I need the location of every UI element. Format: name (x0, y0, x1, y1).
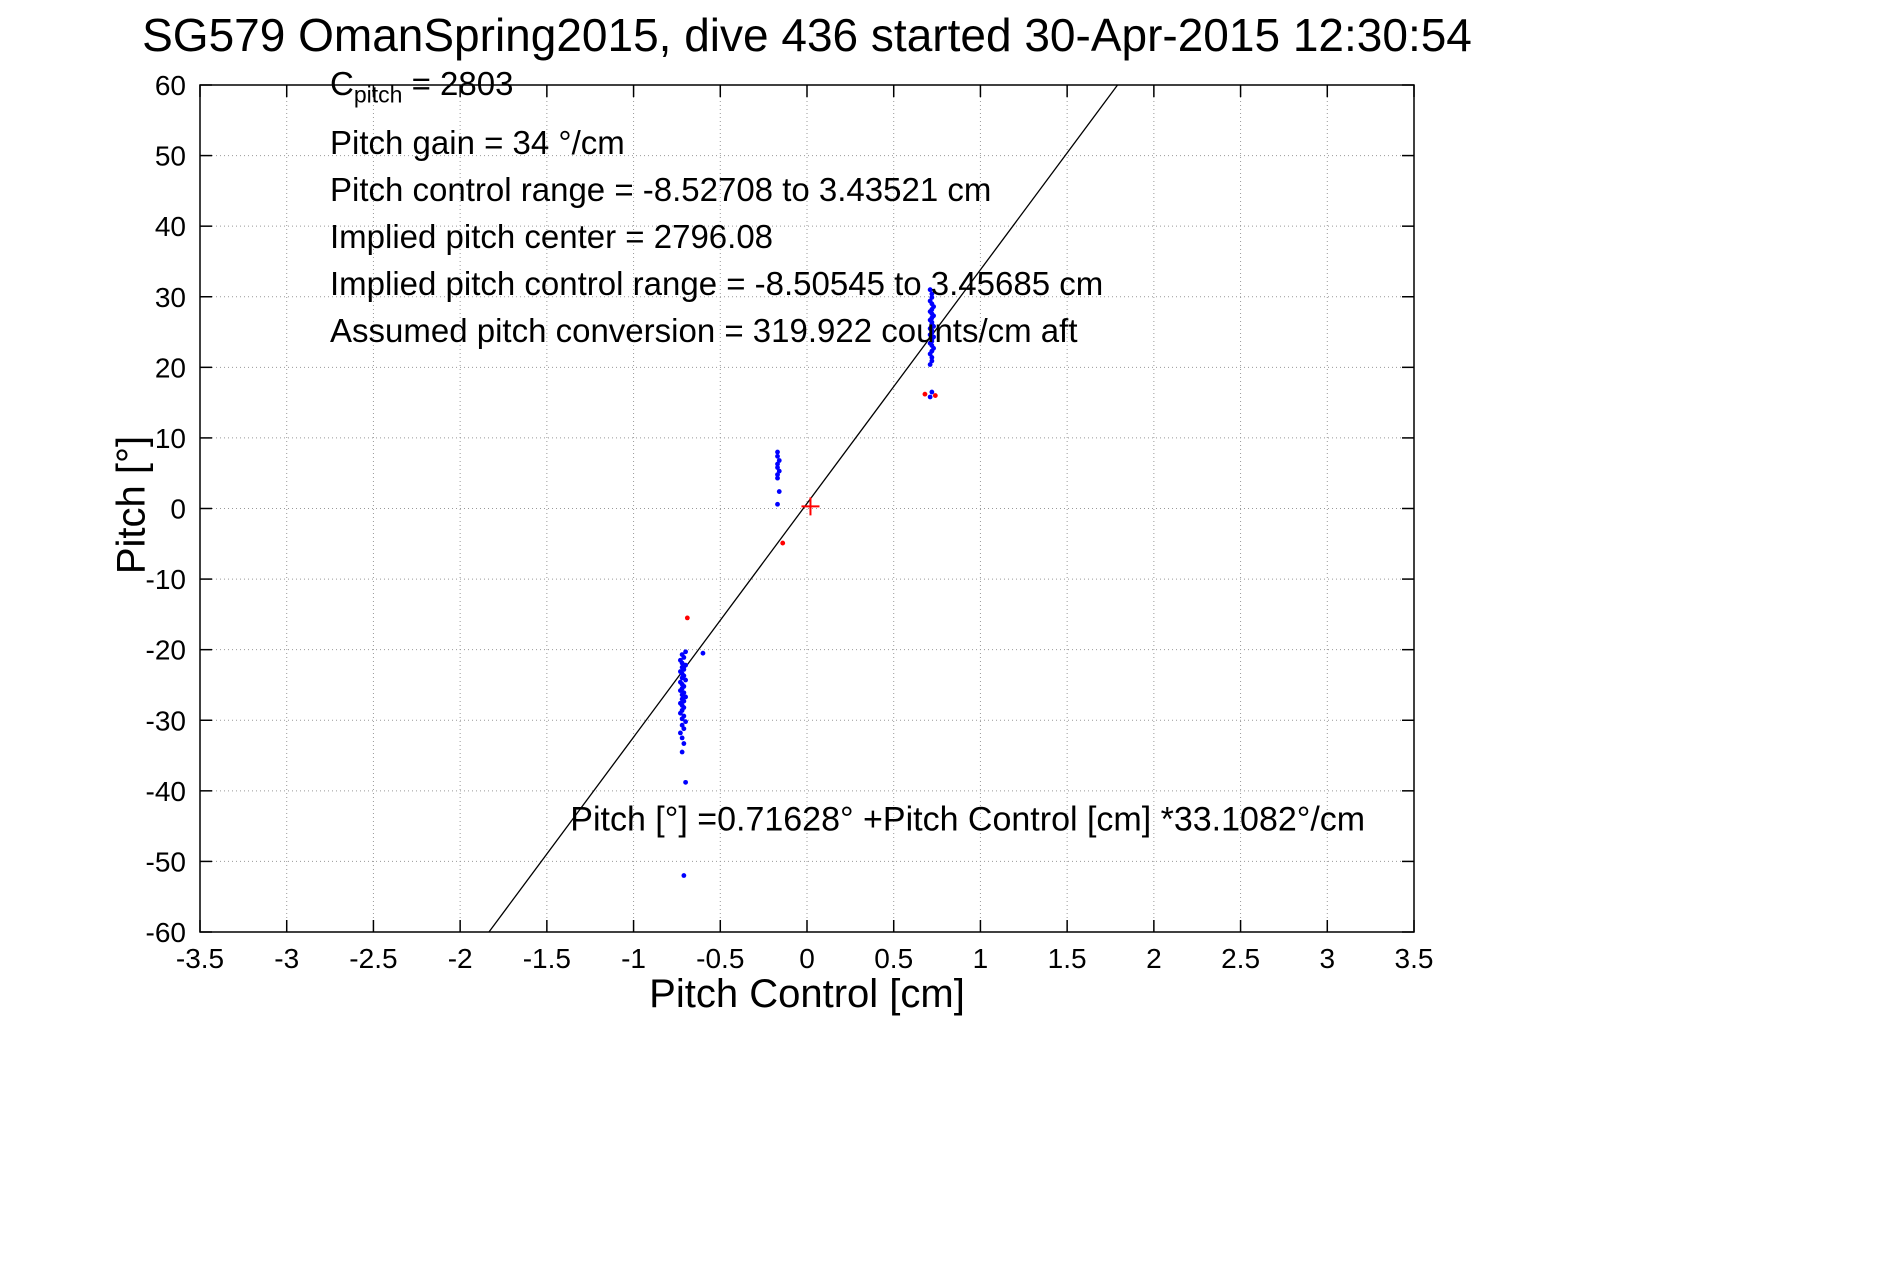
pitch-observations-blue-dot-marker (679, 749, 685, 755)
pitch-observations-blue-dot-marker (929, 389, 935, 395)
annotation-implied-pitch-center: Implied pitch center = 2796.08 (330, 217, 774, 255)
pitch-observations-blue-dot-marker (775, 449, 780, 455)
x-tick-label: -2.5 (349, 943, 397, 974)
y-tick-label: 30 (155, 282, 186, 313)
flagged-points-red-dot-marker (684, 615, 690, 621)
y-tick-label: 40 (155, 211, 186, 242)
annotation-pitch-control-range: Pitch control range = -8.52708 to 3.4352… (330, 170, 992, 208)
x-tick-label: 3.5 (1395, 943, 1434, 974)
plot-box (199, 84, 1415, 933)
pitch-observations-blue-dot-marker (927, 287, 933, 293)
x-tick-label: -3.5 (176, 943, 224, 974)
pitch-observations-blue-dot-marker (927, 332, 933, 338)
pitch-observations-blue-dot-marker (775, 453, 780, 459)
y-tick-label: -40 (146, 776, 186, 807)
pitch-observations-blue-dot-marker (683, 719, 688, 725)
x-tick-label: -2 (448, 943, 473, 974)
y-tick-label: 10 (155, 423, 186, 454)
fit-line (488, 84, 1119, 933)
pitch-observations-blue-dot-marker (677, 730, 683, 736)
pitch-observations-blue-dot-marker (679, 675, 685, 681)
pitch-observations-blue-dot-marker (700, 650, 706, 656)
annotation-implied-pitch-control-range: Implied pitch control range = -8.50545 t… (330, 264, 1104, 302)
pitch-observations-blue-dot-marker (927, 362, 933, 367)
pitch-observations-blue-dot-marker (776, 489, 782, 494)
cpitch-value: = 2803 (402, 65, 514, 102)
pitch-observations-blue-dot-marker (679, 716, 685, 722)
pitch-observations-blue-dot-marker (683, 694, 688, 700)
y-tick-label: 0 (170, 494, 186, 525)
annotation-pitch-gain: Pitch gain = 34 °/cm (330, 123, 625, 161)
pitch-observations-blue-dot-marker (681, 726, 687, 732)
pitch-observations-blue-dot-marker (931, 323, 937, 329)
pitch-observations-blue-dot-marker (683, 677, 688, 683)
x-tick-label: 3 (1319, 943, 1335, 974)
x-tick-label: -1 (621, 943, 646, 974)
x-tick-label: -1.5 (523, 943, 571, 974)
x-tick-label: 1 (973, 943, 989, 974)
pitch-observations-blue-dot-marker (677, 688, 683, 694)
flagged-points-red-dot-marker (922, 391, 928, 397)
y-tick-label: -60 (146, 917, 186, 948)
pitch-observations-blue-dot-marker (681, 873, 687, 878)
pitch-observations-blue-dot-marker (683, 662, 688, 668)
y-tick-label: -30 (146, 705, 186, 736)
pitch-observations-blue-dot-marker (681, 667, 687, 672)
pitch-observations-blue-dot-marker (775, 501, 780, 507)
pitch-observations-blue-dot-marker (683, 649, 688, 655)
pitch-observations-blue-dot-marker (679, 660, 685, 666)
y-axis-label: Pitch [°] (109, 435, 154, 575)
y-tick-label: -20 (146, 635, 186, 666)
x-tick-label: 1.5 (1048, 943, 1087, 974)
y-tick-label: 20 (155, 352, 186, 383)
pitch-observations-blue-dot-marker (681, 698, 687, 704)
plot-title: SG579 OmanSpring2015, dive 436 started 3… (142, 9, 1472, 61)
x-tick-label: 2.5 (1221, 943, 1260, 974)
fit-equation-label: Pitch [°] =0.71628° +Pitch Control [cm] … (570, 800, 1365, 838)
pitch-observations-blue-dot-marker (681, 741, 687, 746)
pitch-observations-blue-dot-marker (927, 394, 933, 400)
y-tick-label: -50 (146, 846, 186, 877)
pitch-observations-blue-dot-marker (679, 735, 685, 741)
y-tick-label: -10 (146, 564, 186, 595)
pitch-observations-blue-dot-marker (929, 291, 935, 297)
pitch-observations-blue-dot-marker (775, 472, 780, 478)
x-tick-label: 0.5 (874, 943, 913, 974)
flagged-points-red-dot-marker (932, 393, 938, 398)
x-tick-label: -3 (274, 943, 299, 974)
pitch-observations-blue-dot-marker (683, 779, 688, 785)
x-axis-label: Pitch Control [cm] (649, 972, 965, 1016)
x-tick-label: 0 (799, 943, 815, 974)
pitch-observations-blue-dot-marker (775, 475, 780, 481)
pitch-observations-blue-dot-marker (677, 710, 683, 716)
y-tick-label: 60 (155, 70, 186, 101)
pitch-observations-blue-dot-marker (775, 461, 780, 467)
annotation-cpitch: Cpitch = 2803 (330, 60, 1103, 119)
pitch-observations-blue-dot-marker (679, 692, 685, 698)
annotation-block: Cpitch = 2803 Pitch gain = 34 °/cm Pitch… (330, 60, 1103, 354)
annotation-assumed-pitch-conversion: Assumed pitch conversion = 319.922 count… (330, 311, 1078, 349)
pitch-observations-blue-dot-marker (929, 355, 935, 360)
y-tick-label: 50 (155, 141, 186, 172)
x-tick-label: 2 (1146, 943, 1162, 974)
x-tick-label: -0.5 (696, 943, 744, 974)
pitch-observations-blue-dot-marker (681, 655, 687, 660)
cpitch-subscript: pitch (353, 81, 403, 108)
cpitch-symbol: C (330, 65, 354, 102)
flagged-points-red-dot-marker (780, 540, 786, 546)
